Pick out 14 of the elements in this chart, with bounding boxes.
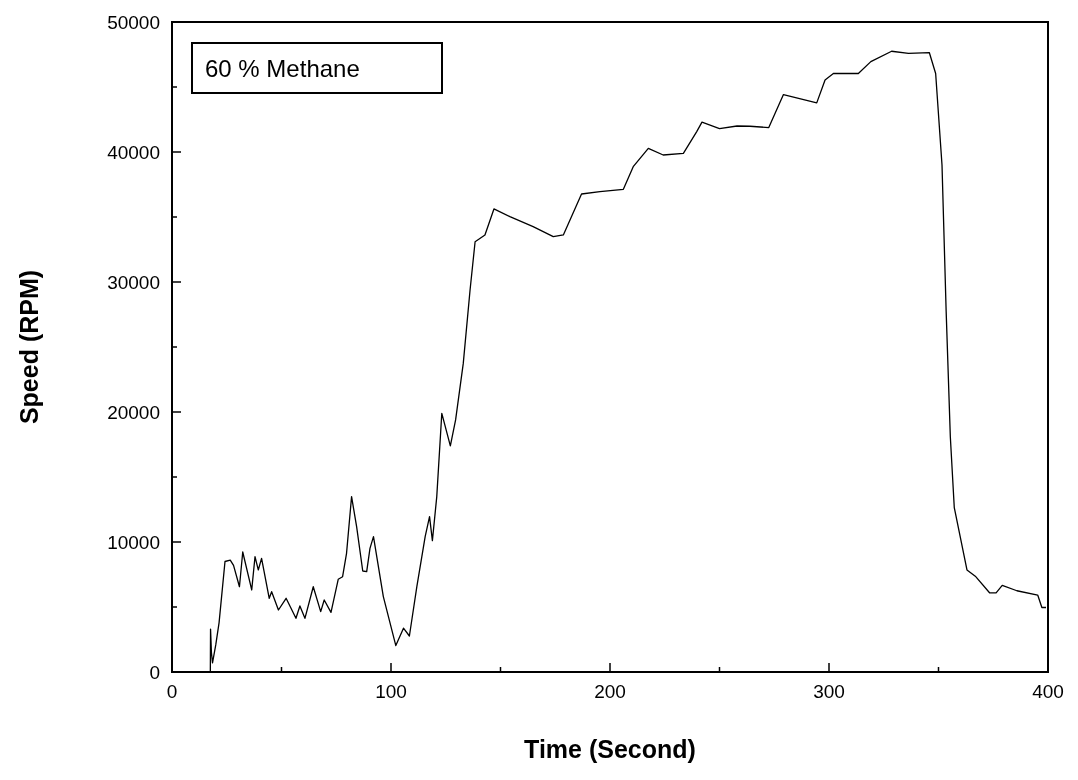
- y-axis-title: Speed (RPM): [15, 269, 43, 425]
- x-tick-label: 0: [166, 681, 178, 702]
- y-tick-label: 40000: [107, 142, 160, 163]
- annotation: 60 % Methane: [205, 55, 360, 82]
- y-tick-label: 10000: [107, 532, 160, 553]
- x-tick-label: 300: [813, 681, 845, 702]
- x-tick-label: 100: [375, 681, 407, 702]
- x-axis-title: Time (Second): [524, 735, 696, 763]
- y-tick-label: 0: [149, 662, 160, 683]
- x-tick-label: 400: [1032, 681, 1064, 702]
- x-tick-label: 200: [594, 681, 626, 702]
- y-tick-label: 50000: [107, 12, 160, 33]
- y-tick-label: 30000: [107, 272, 160, 293]
- y-tick-label: 20000: [107, 402, 160, 423]
